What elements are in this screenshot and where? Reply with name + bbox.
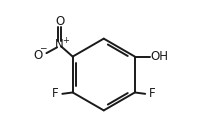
Text: −: − (39, 43, 47, 52)
Text: O: O (55, 15, 64, 28)
Text: F: F (149, 87, 156, 100)
Text: F: F (52, 87, 58, 100)
Text: OH: OH (151, 50, 169, 63)
Text: O: O (34, 49, 43, 62)
Text: +: + (62, 36, 68, 45)
Text: N: N (55, 38, 64, 51)
